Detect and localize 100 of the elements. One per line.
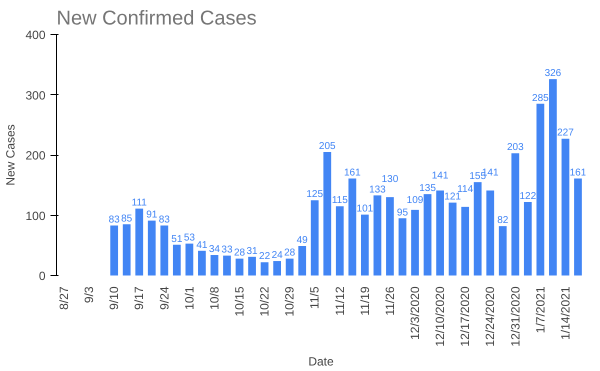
bar	[236, 258, 244, 276]
x-tick-label: 12/10/2020	[433, 286, 448, 347]
x-tick-label: 12/24/2020	[483, 286, 498, 347]
bar	[148, 220, 156, 276]
bar	[172, 244, 181, 276]
x-tick-label: 10/29	[282, 286, 297, 317]
bar	[448, 202, 457, 276]
x-tick-label: 9/24	[157, 286, 172, 310]
bar	[348, 178, 356, 276]
bar	[310, 200, 319, 276]
x-tick-label: 10/1	[182, 286, 196, 310]
data-label: 28	[234, 248, 246, 259]
bar	[323, 152, 332, 276]
data-label: 121	[444, 192, 462, 203]
bar	[286, 258, 294, 276]
data-label: 161	[344, 167, 362, 178]
data-label: 95	[396, 207, 408, 218]
data-label: 285	[532, 92, 550, 104]
x-tick-label: 1/14/2021	[558, 286, 572, 340]
x-tick-label: 8/27	[57, 286, 72, 310]
data-label: 31	[246, 246, 258, 257]
bar	[374, 195, 382, 276]
bar	[511, 153, 520, 276]
x-tick-label: 10/8	[207, 286, 222, 310]
bar	[498, 226, 507, 276]
data-label: 33	[221, 244, 233, 256]
bar	[411, 210, 419, 276]
data-label: 53	[184, 232, 196, 244]
data-label: 51	[171, 234, 183, 245]
data-label: 41	[196, 240, 208, 251]
data-label: 49	[296, 234, 308, 246]
data-label: 111	[132, 198, 148, 209]
data-label: 24	[272, 250, 284, 262]
bar	[562, 138, 570, 276]
data-label: 135	[419, 183, 436, 194]
bar	[260, 262, 268, 276]
x-tick-label: 9/17	[132, 286, 146, 310]
x-tick-label: 9/3	[82, 286, 96, 304]
data-label: 130	[382, 174, 399, 186]
bar	[536, 104, 544, 276]
y-tick-label: 300	[25, 88, 46, 102]
x-tick-label: 11/5	[308, 286, 322, 309]
data-label: 326	[544, 68, 562, 80]
bar	[549, 79, 557, 276]
data-label: 28	[284, 248, 296, 259]
data-label: 141	[432, 170, 449, 182]
data-label: 34	[208, 244, 220, 256]
data-label: 83	[158, 214, 170, 226]
bar	[210, 255, 218, 276]
y-axis-title: New Cases	[3, 124, 18, 186]
bar	[486, 190, 494, 276]
bar	[524, 202, 532, 276]
x-tick-label: 11/19	[358, 286, 372, 316]
bar	[474, 182, 482, 276]
x-tick-label: 9/10	[107, 286, 122, 310]
bar	[273, 261, 282, 276]
data-label: 101	[356, 204, 374, 215]
data-label: 22	[259, 251, 271, 262]
bar	[398, 218, 406, 276]
bar	[574, 178, 582, 276]
bar	[122, 224, 131, 276]
y-tick-label: 200	[25, 148, 46, 162]
data-label: 205	[318, 140, 336, 152]
bar	[298, 246, 306, 276]
bar	[160, 225, 168, 276]
y-tick-label: 400	[25, 28, 46, 42]
bar	[386, 197, 394, 276]
x-tick-label: 11/26	[382, 286, 397, 316]
data-label: 125	[306, 189, 324, 200]
x-tick-label: 12/17/2020	[458, 286, 472, 347]
data-label: 82	[497, 215, 509, 226]
x-tick-label: 12/3/2020	[408, 286, 422, 340]
x-axis-title: Date	[308, 354, 334, 369]
data-label: 85	[121, 213, 133, 224]
y-tick-label: 0	[38, 269, 46, 283]
data-label: 91	[146, 210, 158, 221]
bar	[424, 194, 432, 276]
data-label: 161	[570, 167, 587, 178]
bar	[223, 256, 231, 276]
bar	[336, 206, 344, 276]
x-tick-label: 12/31/2020	[508, 286, 522, 347]
data-label: 227	[557, 128, 574, 139]
bar	[436, 190, 444, 276]
x-tick-label: 10/22	[258, 286, 272, 317]
bar	[360, 214, 369, 276]
x-tick-label: 10/15	[232, 286, 247, 317]
bar	[198, 250, 206, 276]
bar	[248, 256, 256, 276]
bar	[185, 244, 194, 276]
bar	[110, 225, 118, 276]
chart-title: New Confirmed Cases	[56, 8, 257, 30]
x-tick-label: 11/12	[332, 286, 347, 316]
x-tick-label: 1/7/2021	[533, 286, 548, 334]
data-label: 83	[108, 214, 120, 226]
y-tick-label: 100	[25, 208, 46, 223]
data-label: 133	[369, 184, 386, 196]
bar	[135, 208, 144, 276]
data-label: 203	[506, 142, 524, 154]
data-label: 122	[519, 190, 537, 202]
bar	[461, 206, 470, 276]
